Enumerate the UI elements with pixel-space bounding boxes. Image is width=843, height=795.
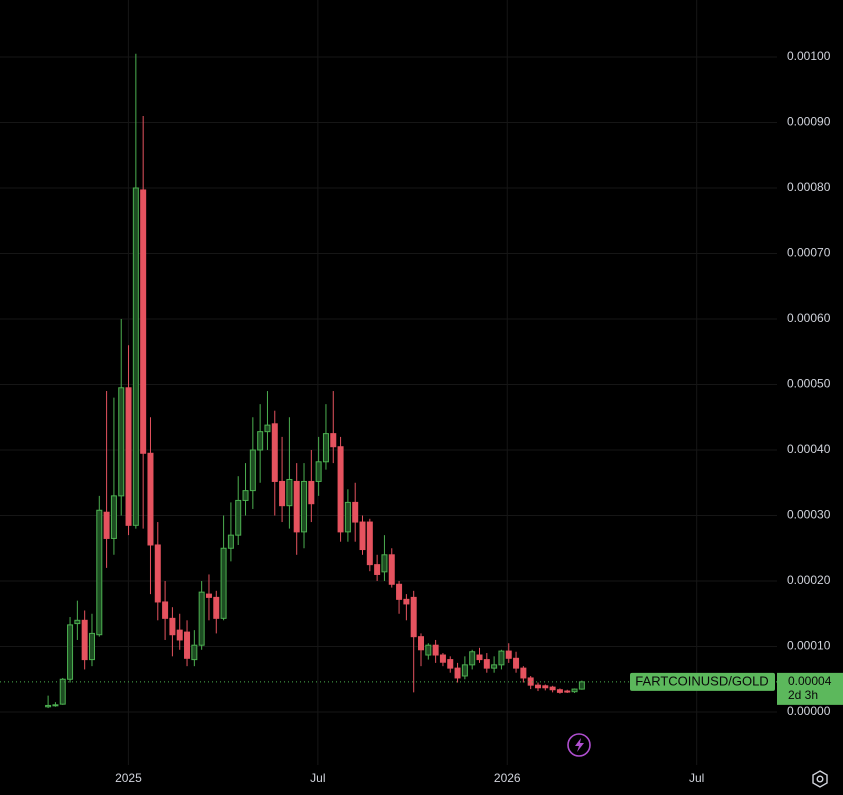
candle-body	[542, 685, 549, 689]
candle-body	[403, 598, 410, 605]
candle-body	[184, 631, 191, 659]
candle-body	[418, 636, 425, 651]
x-tick-label: Jul	[310, 771, 325, 785]
candle-body	[125, 387, 132, 526]
candle-body	[549, 686, 556, 691]
candle-body	[118, 387, 125, 497]
candle-body	[140, 189, 147, 454]
candle-body	[96, 509, 103, 636]
candle-body	[447, 659, 454, 669]
candle-body	[374, 564, 381, 575]
candle-body	[147, 452, 154, 546]
candle-body	[154, 544, 161, 603]
candle-body	[498, 650, 505, 666]
candle-body	[249, 449, 256, 492]
candle-body	[52, 704, 59, 707]
candle-body	[257, 431, 264, 451]
candle-body	[469, 651, 476, 666]
y-tick-label: 0.00080	[787, 180, 831, 194]
symbol-tag	[630, 672, 775, 691]
candle-body	[103, 511, 110, 539]
candle-body	[162, 601, 169, 619]
candle-body	[513, 657, 520, 669]
y-tick-label: 0.00000	[787, 704, 831, 718]
candle-body	[220, 547, 227, 619]
candle-body	[293, 480, 300, 533]
candle-body	[88, 632, 95, 661]
symbol-label: FARTCOINUSD/GOLD	[635, 673, 768, 688]
y-tick-label: 0.00100	[787, 49, 831, 63]
candle-body	[461, 664, 468, 677]
y-tick-label: 0.00030	[787, 508, 831, 522]
candle-body	[564, 690, 571, 693]
candle-body	[425, 644, 432, 656]
candle-body	[396, 583, 403, 600]
candle-body	[505, 650, 512, 659]
settings-icon[interactable]	[812, 770, 828, 788]
candle-body	[227, 534, 234, 549]
candle-body	[235, 499, 242, 536]
candle-body	[169, 617, 176, 636]
candle-body	[491, 664, 498, 669]
candle-body	[264, 424, 271, 433]
y-tick-label: 0.00010	[787, 639, 831, 653]
candle-body	[242, 490, 249, 501]
candle-body	[301, 480, 308, 533]
candle-body	[198, 591, 205, 646]
candle-body	[366, 521, 373, 566]
candle-body	[483, 659, 490, 669]
candle-body	[286, 478, 293, 507]
y-tick-label: 0.00040	[787, 442, 831, 456]
price-tag	[777, 672, 843, 705]
candle-body	[388, 554, 395, 585]
price-label: 0.00004	[788, 674, 832, 688]
candle-body	[59, 678, 66, 705]
countdown-label: 2d 3h	[788, 688, 818, 702]
candle-body	[74, 619, 81, 625]
candle-body	[571, 688, 578, 693]
x-tick-label: 2026	[494, 771, 521, 785]
candle-body	[110, 495, 117, 539]
candle-body	[279, 480, 286, 507]
candle-body	[556, 689, 563, 693]
candle-body	[381, 554, 388, 573]
candle-body	[352, 501, 359, 523]
candle-body	[359, 521, 366, 551]
candle-body	[439, 654, 446, 663]
candle-body	[205, 593, 212, 598]
candle-body	[578, 681, 585, 690]
candle-body	[476, 654, 483, 661]
candle-body	[432, 644, 439, 656]
y-tick-label: 0.00070	[787, 246, 831, 260]
candle-body	[191, 644, 198, 661]
candle-body	[45, 704, 52, 708]
candle-body	[344, 501, 351, 533]
candle-body	[132, 187, 139, 526]
candle-body	[81, 619, 88, 661]
y-tick-label: 0.00060	[787, 311, 831, 325]
candle-body	[308, 480, 315, 505]
y-tick-label: 0.00050	[787, 377, 831, 391]
candle-body	[271, 423, 278, 482]
candle-body	[454, 667, 461, 679]
candle-body	[176, 629, 183, 641]
candle-body	[520, 667, 527, 679]
x-tick-label: 2025	[115, 771, 142, 785]
candle-body	[534, 684, 541, 689]
candle-body	[67, 624, 74, 680]
y-tick-label: 0.00020	[787, 573, 831, 587]
lightning-icon[interactable]	[567, 733, 591, 757]
x-tick-label: Jul	[689, 771, 704, 785]
candle-body	[322, 433, 329, 463]
candle-body	[315, 461, 322, 482]
candle-body	[410, 596, 417, 638]
candle-body	[213, 596, 220, 619]
candle-body	[337, 446, 344, 533]
y-tick-label: 0.00090	[787, 115, 831, 129]
candle-body	[330, 433, 337, 448]
